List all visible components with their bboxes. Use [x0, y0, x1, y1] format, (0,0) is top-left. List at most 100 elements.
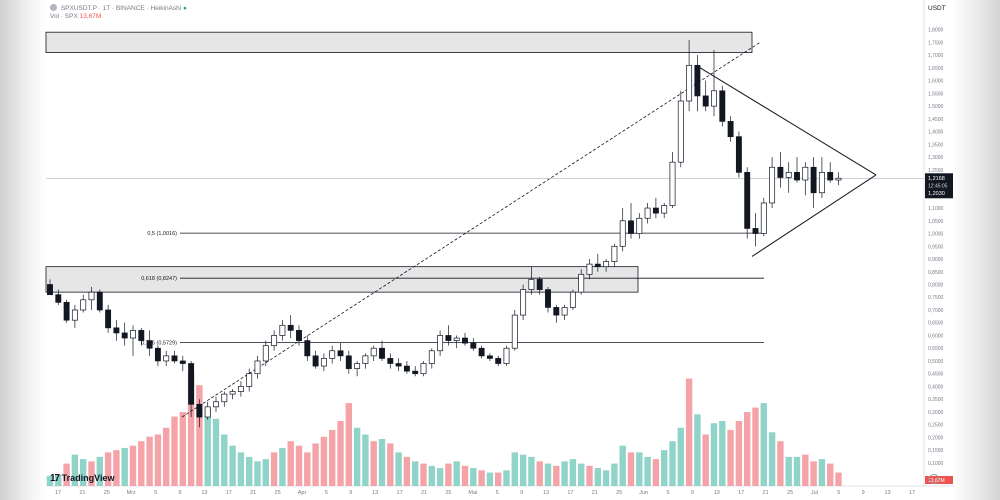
time-tick-label: 17 [55, 490, 61, 496]
currency-label[interactable]: USDT [928, 5, 946, 12]
candle-body [337, 350, 344, 357]
volume-bar [403, 456, 411, 486]
volume-bar [544, 463, 552, 486]
volume-bar [304, 452, 311, 486]
last-price-badge [925, 173, 953, 199]
price-tick-label: 1,0000 [928, 232, 944, 238]
last-price-text: 1,2168 [928, 176, 945, 182]
volume-bar [710, 423, 718, 486]
fib-label-0: 0,5 (1,0016) [147, 231, 177, 237]
volume-bar [196, 385, 203, 486]
candle-body [462, 337, 468, 344]
time-tick-label: 17 [909, 490, 915, 496]
volume-bar [246, 456, 253, 486]
symbol-title: SPXUSDT.P · 1T · BINANCE · HeikinAshi [60, 5, 182, 12]
time-tick-label: 21 [763, 490, 769, 496]
time-tick-label: 9 [349, 490, 352, 496]
time-tick-label: 25 [445, 490, 451, 496]
volume-bar [669, 441, 676, 486]
price-tick-label: 1,3500 [928, 142, 944, 148]
volume-bar [719, 421, 726, 486]
time-tick-label: 9 [691, 490, 694, 496]
time-tick-label: 9 [862, 490, 865, 496]
volume-bar [536, 461, 543, 486]
volume-bar [312, 443, 319, 486]
time-tick-label: 17 [226, 490, 232, 496]
volume-bar [752, 407, 759, 486]
volume-bar [644, 456, 651, 486]
candle-body [213, 401, 219, 408]
candle-body [312, 355, 319, 367]
time-tick-label: 13 [885, 490, 891, 496]
volume-bar [395, 452, 402, 486]
candle-body [204, 406, 211, 418]
time-tick-label: 21 [592, 490, 598, 496]
candle-body [121, 332, 128, 339]
volume-bar [636, 452, 643, 486]
candle-body [379, 347, 385, 359]
candle-body [254, 360, 261, 375]
support-zone [45, 266, 639, 293]
volume-bar [802, 454, 809, 486]
volume-bar [270, 452, 278, 486]
candle-body [420, 363, 427, 375]
volume-bar [760, 403, 767, 486]
price-tick-label: 0,9500 [928, 244, 944, 250]
candle-body [428, 350, 435, 364]
candle-body [445, 335, 452, 341]
volume-bar [63, 463, 70, 486]
price-tick-label: 1,6000 [928, 79, 944, 85]
candle-body [412, 370, 419, 375]
volume-bar [619, 445, 626, 486]
settings-gear-icon[interactable] [929, 474, 939, 484]
time-axis-ticks: 17 21 25 Mrz 5 9 13 17 21 25 Apr 5 9 13 17 21 25 Mai 5 9 13 1… [55, 490, 915, 496]
candle-body [486, 355, 493, 359]
volume-bar [229, 445, 236, 486]
volume-bar [171, 416, 178, 486]
candle-body [96, 291, 103, 311]
tradingview-logo[interactable]: 17 TradingView [50, 473, 115, 484]
volume-bar [519, 454, 527, 486]
time-tick-label: 25 [104, 490, 110, 496]
volume-bar [80, 459, 87, 486]
candle-body [130, 330, 136, 339]
volume-info-line[interactable]: Vol · SPX 13,67M [50, 13, 101, 20]
volume-bar [96, 456, 103, 486]
volume-bar [661, 450, 668, 486]
time-tick-label: 9 [520, 490, 523, 496]
triangle-lower-line [751, 174, 877, 257]
candle-body [354, 363, 361, 369]
status-dot-icon: ● [183, 5, 187, 12]
price-tick-label: 1,7500 [928, 40, 944, 46]
price-tick-label: 0,7500 [928, 295, 944, 301]
symbol-info-line[interactable]: SPXUSDT.P · 1T · BINANCE · HeikinAshi ● [50, 4, 187, 12]
candle-body [628, 220, 634, 234]
volume-bar [146, 436, 153, 486]
candle-body [287, 324, 294, 331]
price-tick-label: 1,0500 [928, 219, 944, 225]
candle-body [802, 166, 809, 181]
volume-bar [121, 447, 128, 486]
volume-bar [154, 434, 162, 486]
volume-bar [129, 445, 137, 486]
volume-bar [561, 461, 568, 486]
volume-bar [104, 452, 112, 486]
candle-body [686, 64, 693, 102]
volume-bar [345, 403, 352, 486]
candle-body [370, 347, 377, 357]
volume-bar [768, 432, 776, 486]
volume-bar [212, 418, 220, 486]
volume-bar [702, 434, 709, 486]
candle-body [154, 347, 161, 362]
time-tick-label: 5 [837, 490, 840, 496]
volume-bar [436, 468, 444, 486]
volume-bar [818, 459, 826, 486]
volume-bar [420, 463, 427, 486]
volume-bar [295, 445, 303, 486]
time-tick-label: Mai [468, 490, 477, 496]
time-tick-label: 5 [666, 490, 669, 496]
price-tick-label: 1,6500 [928, 66, 944, 72]
time-tick-label: 21 [250, 490, 256, 496]
